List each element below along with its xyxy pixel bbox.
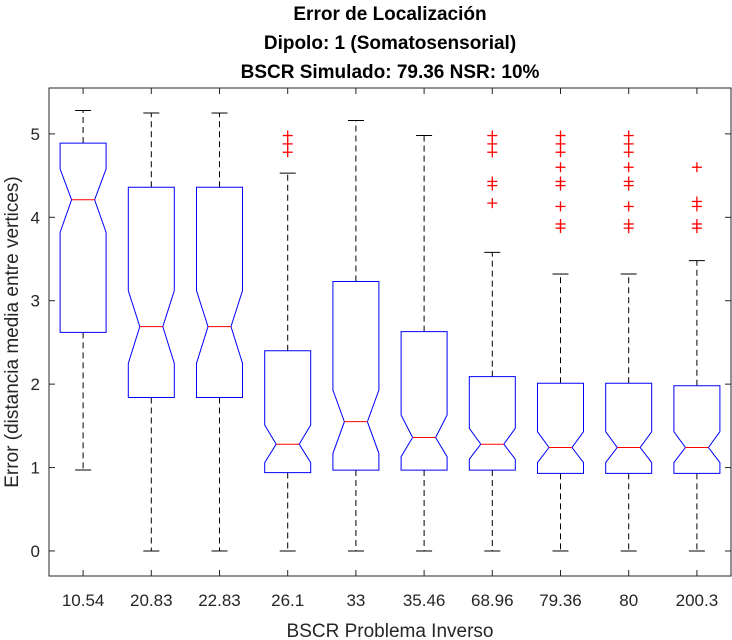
outlier-marker: [623, 147, 634, 158]
notched-box: [673, 385, 721, 474]
plot-area-frame: [48, 87, 732, 577]
outlier-marker: [555, 162, 566, 173]
outlier-marker: [691, 162, 702, 173]
x-tick-label: 68.96: [471, 591, 514, 610]
y-tick-label: 3: [31, 292, 40, 311]
notched-box: [127, 186, 175, 398]
outlier-marker: [555, 218, 566, 229]
outlier-marker: [691, 218, 702, 229]
outlier-marker: [282, 138, 293, 149]
notched-box: [400, 331, 448, 471]
x-tick-label: 80: [619, 591, 638, 610]
x-tick-label: 10.54: [62, 591, 105, 610]
notched-box: [59, 142, 107, 333]
notched-box: [196, 186, 243, 398]
box-series: [59, 110, 721, 552]
y-tick-label: 2: [31, 375, 40, 394]
outlier-marker: [623, 218, 634, 229]
outlier-marker: [623, 138, 634, 149]
y-tick-label: 4: [31, 208, 40, 227]
notched-box: [468, 376, 516, 471]
x-tick-label: 22.83: [198, 591, 241, 610]
outlier-marker: [623, 201, 634, 212]
y-tick-label: 1: [31, 459, 40, 478]
outlier-marker: [691, 196, 702, 207]
x-tick-label: 79.36: [539, 591, 582, 610]
notched-box: [264, 350, 312, 474]
outlier-marker: [487, 198, 498, 209]
notched-box: [605, 382, 653, 474]
y-tick-label: 5: [31, 125, 40, 144]
outlier-marker: [282, 147, 293, 158]
outlier-marker: [487, 138, 498, 149]
box-26.1: [264, 130, 312, 552]
outlier-marker: [623, 162, 634, 173]
outlier-marker: [487, 147, 498, 158]
outlier-marker: [487, 176, 498, 187]
notched-box: [537, 382, 584, 474]
x-axis: 10.54 20.83 22.83 26.1 33 35.46 68.96 79.36 80 20…: [62, 88, 718, 610]
outlier-marker: [623, 130, 634, 141]
title-line-2: Dipolo: 1 (Somatosensorial): [264, 33, 516, 54]
x-tick-label: 200.3: [676, 591, 719, 610]
x-tick-label: 35.46: [403, 591, 446, 610]
outlier-marker: [555, 201, 566, 212]
title-line-3: BSCR Simulado: 79.36 NSR: 10%: [241, 62, 540, 83]
box-22.83: [196, 112, 243, 552]
box-79.36: [537, 130, 584, 552]
notched-box: [332, 281, 380, 471]
box-33: [332, 120, 380, 552]
outlier-marker: [623, 176, 634, 187]
y-axis-label: Error (distancia media entre vertices): [2, 176, 23, 488]
title-line-1: Error de Localización: [293, 4, 486, 25]
x-axis-label: BSCR Problema Inverso: [287, 621, 494, 640]
box-35.46: [400, 135, 448, 552]
y-tick-label: 0: [31, 542, 40, 561]
x-tick-label: 26.1: [271, 591, 304, 610]
outlier-marker: [555, 147, 566, 158]
box-200.3: [673, 162, 721, 552]
chart-title: Error de Localización Dipolo: 1 (Somatos…: [241, 4, 540, 83]
outlier-marker: [555, 130, 566, 141]
outlier-marker: [555, 138, 566, 149]
outlier-marker: [282, 130, 293, 141]
box-68.96: [468, 130, 516, 552]
x-tick-label: 33: [346, 591, 365, 610]
outlier-marker: [555, 176, 566, 187]
box-10.54: [59, 110, 107, 471]
box-20.83: [127, 112, 175, 552]
x-tick-label: 20.83: [130, 591, 173, 610]
y-axis: 0 1 2 3 4 5: [31, 125, 731, 561]
box-80: [605, 130, 653, 552]
outlier-marker: [487, 130, 498, 141]
